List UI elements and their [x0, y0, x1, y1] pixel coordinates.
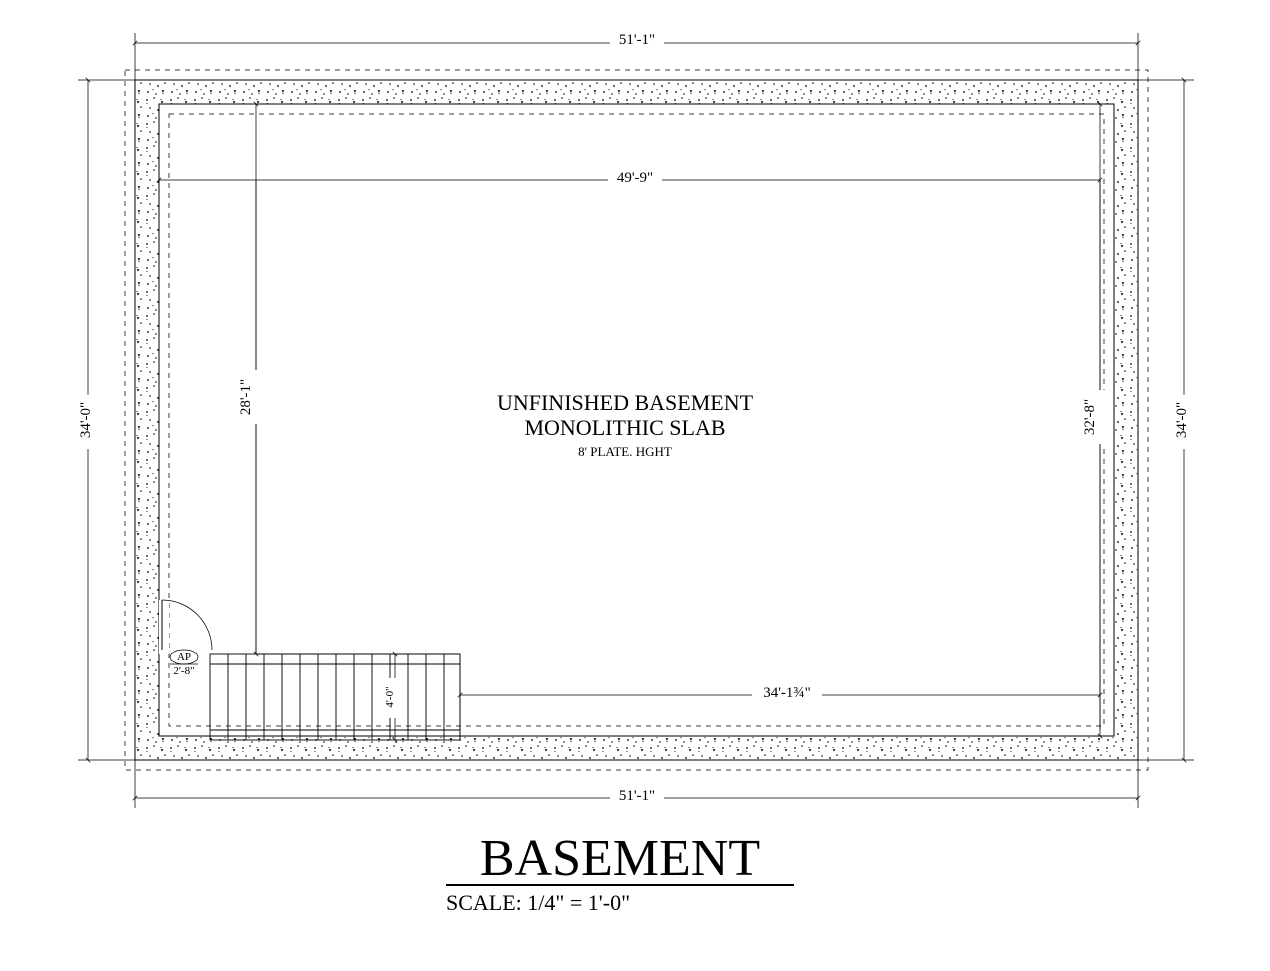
door-swing: AP 2'-8": [159, 600, 212, 677]
room-label-line2: MONOLITHIC SLAB: [524, 415, 725, 440]
dim-top-outer-text: 51'-1": [619, 32, 655, 48]
dim-top-outer: 51'-1": [135, 30, 1138, 80]
dim-rightofstairs-text: 34'-1¾": [763, 685, 811, 701]
dim-right-outer-text: 34'-0": [1174, 402, 1190, 438]
room-label-line1: UNFINISHED BASEMENT: [497, 390, 754, 415]
dim-bottom-outer-text: 51'-1": [619, 788, 655, 804]
dim-left-outer-text: 34'-0": [78, 402, 94, 438]
floorplan-svg: AP 2'-8" UNFINISHED BASEMENT MONOLITHIC …: [0, 0, 1270, 971]
title-block: BASEMENT SCALE: 1/4" = 1'-0": [446, 830, 794, 915]
door-callout-top: AP: [177, 651, 191, 663]
dim-inner-width-text: 49'-9": [617, 170, 653, 186]
dim-inner-left-height: 28'-1": [238, 104, 262, 654]
dim-rightofstairs: 34'-1¾": [460, 683, 1100, 701]
dim-inner-left-height-text: 28'-1": [238, 379, 254, 415]
dim-right-outer: 34'-0": [1138, 80, 1194, 760]
drawing-title: BASEMENT: [480, 830, 760, 887]
drawing-scale: SCALE: 1/4" = 1'-0": [446, 890, 630, 915]
room-plate-height: 8' PLATE. HGHT: [578, 444, 672, 459]
dim-inner-right-height: 32'-8": [1082, 104, 1106, 736]
dim-left-outer: 34'-0": [76, 80, 135, 760]
room-label: UNFINISHED BASEMENT MONOLITHIC SLAB 8' P…: [497, 390, 754, 459]
door-callout-bottom: 2'-8": [173, 665, 194, 677]
floorplan-page: AP 2'-8" UNFINISHED BASEMENT MONOLITHIC …: [0, 0, 1270, 971]
dim-stair-width: 4'-0": [384, 654, 401, 740]
stairs: [210, 654, 460, 740]
dim-bottom-outer: 51'-1": [135, 760, 1138, 808]
dim-inner-right-height-text: 32'-8": [1082, 399, 1098, 435]
dim-inner-width: 49'-9": [608, 168, 662, 186]
dim-stair-width-text: 4'-0": [384, 686, 396, 707]
